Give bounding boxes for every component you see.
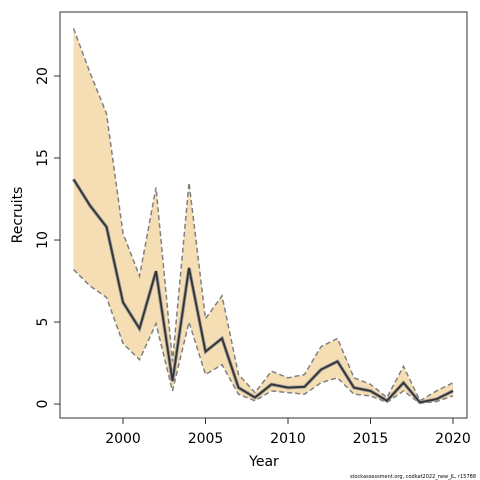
- y-tick-label: 10: [35, 231, 51, 249]
- plot-frame: [59, 11, 468, 419]
- x-tick-label: 2020: [435, 431, 471, 447]
- y-tick-label: 5: [35, 318, 51, 327]
- y-tick-label: 0: [35, 400, 51, 409]
- x-axis-label: Year: [248, 454, 279, 470]
- confidence-band: [73, 28, 453, 404]
- x-tick-label: 2010: [270, 431, 306, 447]
- y-tick-label: 20: [35, 67, 51, 85]
- lower-bound: [72, 269, 454, 405]
- footnote: stockassessment.org, codkat2022_new_JL, …: [350, 474, 476, 480]
- y-tick-label: 15: [35, 149, 51, 167]
- x-tick-label: 2005: [188, 431, 224, 447]
- y-axis-label: Recruits: [10, 187, 26, 244]
- x-tick-label: 2015: [353, 431, 389, 447]
- x-tick-label: 2000: [105, 431, 141, 447]
- upper-bound: [72, 28, 454, 402]
- estimate-line: [72, 178, 454, 404]
